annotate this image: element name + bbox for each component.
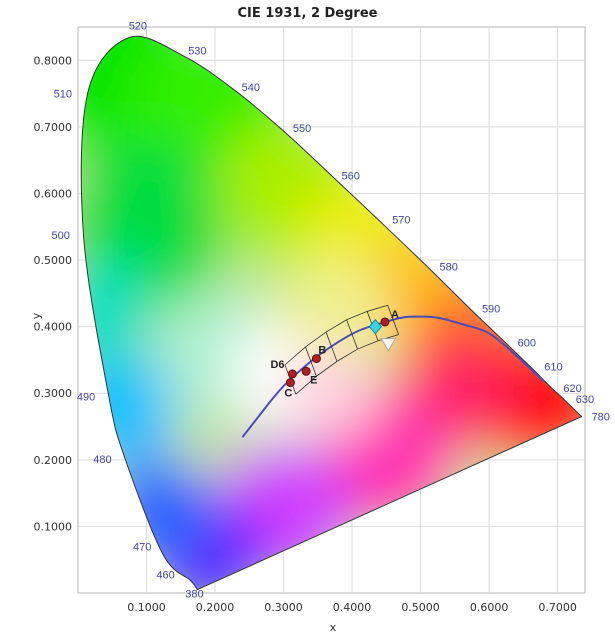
wavelength-label: 530	[188, 45, 206, 57]
wavelength-label: 520	[129, 21, 147, 33]
wavelength-label: 570	[392, 214, 410, 226]
wavelength-label: 610	[544, 362, 562, 374]
y-tick-label: 0.6000	[34, 187, 73, 200]
wavelength-label: 600	[518, 338, 536, 350]
wavelength-label: 500	[51, 230, 69, 242]
illuminant-label: B	[318, 345, 326, 357]
wavelength-label: 460	[156, 569, 174, 581]
wavelength-label: 480	[93, 454, 111, 466]
x-tick-label: 0.1000	[127, 601, 166, 614]
wavelength-label: 470	[133, 541, 151, 553]
x-tick-label: 0.4000	[333, 601, 372, 614]
wavelength-label: 540	[242, 82, 260, 94]
illuminant-label: A	[391, 309, 399, 321]
y-tick-label: 0.3000	[34, 387, 73, 400]
selected-point-marker	[368, 318, 383, 335]
y-tick-label: 0.7000	[34, 121, 73, 134]
y-axis-label: y	[30, 312, 43, 319]
x-tick-label: 0.2000	[196, 601, 235, 614]
wavelength-label: 380	[185, 589, 203, 601]
y-tick-label: 0.2000	[34, 454, 73, 467]
x-tick-label: 0.5000	[401, 601, 440, 614]
wavelength-label: 490	[77, 392, 95, 404]
illuminant-point	[285, 378, 295, 388]
wavelength-label: 550	[293, 123, 311, 135]
y-tick-label: 0.8000	[34, 54, 73, 67]
x-axis-label: x	[330, 621, 337, 634]
illuminant-label: E	[310, 374, 317, 386]
illuminant-label: D6	[270, 359, 284, 371]
illuminant-point	[311, 354, 321, 364]
illuminant-points: D6 C E B A	[270, 309, 398, 400]
y-tick-label: 0.5000	[34, 254, 73, 267]
wavelength-label: 630	[576, 394, 594, 406]
illuminant-label: C	[284, 388, 292, 400]
x-tick-label: 0.3000	[264, 601, 303, 614]
illuminant-point	[287, 369, 297, 379]
x-tick-label: 0.6000	[470, 601, 509, 614]
axis-ticks: 0.1000 0.2000 0.3000 0.4000 0.5000 0.6000 0.70…	[34, 54, 577, 614]
illuminant-point	[380, 317, 390, 327]
wavelength-label: 780	[592, 412, 610, 424]
wavelength-label: 560	[342, 170, 360, 182]
illuminant-point	[301, 366, 311, 376]
wavelength-label: 510	[54, 89, 72, 101]
wavelength-label: 590	[482, 304, 500, 316]
wavelength-label: 580	[439, 262, 457, 274]
y-tick-label: 0.4000	[34, 321, 73, 334]
wavelength-labels: 380 460 470 480 490 500 510 520 530 540 550 560 570 5…	[51, 21, 609, 601]
pointer-marker	[380, 338, 397, 352]
wavelength-label: 620	[563, 383, 581, 395]
x-tick-label: 0.7000	[538, 601, 577, 614]
chart-title: CIE 1931, 2 Degree	[237, 6, 378, 21]
spectral-locus	[80, 35, 583, 591]
y-tick-label: 0.1000	[34, 520, 73, 533]
